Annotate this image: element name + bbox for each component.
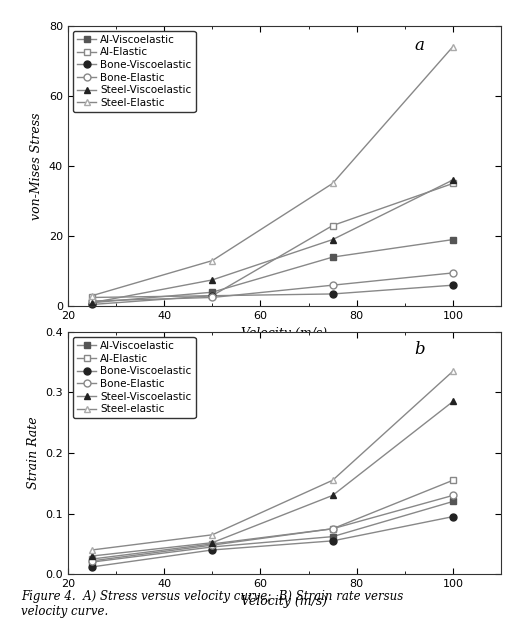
Line: Bone-Elastic: Bone-Elastic — [88, 492, 456, 565]
Line: Al-Elastic: Al-Elastic — [88, 180, 456, 301]
Al-Elastic — [329, 222, 336, 230]
Steel-Viscoelastic — [209, 539, 216, 547]
Steel-Elastic — [89, 292, 95, 300]
Steel-elastic — [329, 477, 336, 484]
Bone-Elastic — [450, 269, 456, 277]
Al-Viscoelastic — [209, 288, 216, 296]
Al-Elastic — [329, 525, 336, 533]
Steel-Elastic — [450, 43, 456, 50]
Al-Viscoelastic — [89, 558, 95, 566]
Al-Viscoelastic — [329, 533, 336, 540]
Line: Bone-Viscoelastic: Bone-Viscoelastic — [88, 282, 456, 308]
Al-Elastic — [209, 540, 216, 547]
Steel-Viscoelastic — [209, 276, 216, 284]
Steel-elastic — [89, 546, 95, 554]
Steel-Viscoelastic — [329, 236, 336, 244]
Bone-Elastic — [329, 525, 336, 533]
Line: Steel-elastic: Steel-elastic — [88, 367, 456, 553]
Bone-Viscoelastic — [89, 563, 95, 571]
Steel-Viscoelastic — [450, 176, 456, 184]
Steel-Elastic — [329, 180, 336, 188]
Text: Figure 4.  A) Stress versus velocity curve;  B) Strain rate versus
velocity curv: Figure 4. A) Stress versus velocity curv… — [21, 590, 403, 618]
Steel-Elastic — [209, 256, 216, 264]
Line: Al-Viscoelastic: Al-Viscoelastic — [88, 498, 456, 565]
Line: Steel-Elastic: Steel-Elastic — [88, 43, 456, 299]
Bone-Elastic — [89, 557, 95, 565]
Al-Viscoelastic — [450, 236, 456, 244]
Steel-Viscoelastic — [89, 552, 95, 560]
X-axis label: Velocity (m/s): Velocity (m/s) — [242, 327, 327, 339]
Text: b: b — [414, 341, 425, 359]
Bone-Viscoelastic — [209, 292, 216, 300]
Line: Al-Viscoelastic: Al-Viscoelastic — [88, 236, 456, 306]
Y-axis label: von-Mises Stress: von-Mises Stress — [30, 112, 43, 219]
Bone-Elastic — [209, 293, 216, 301]
Bone-Viscoelastic — [450, 281, 456, 289]
Steel-Viscoelastic — [89, 299, 95, 307]
Text: a: a — [414, 37, 424, 54]
Line: Bone-Viscoelastic: Bone-Viscoelastic — [88, 513, 456, 570]
Bone-Elastic — [329, 281, 336, 289]
X-axis label: Velocity (m/s): Velocity (m/s) — [242, 595, 327, 607]
Bone-Viscoelastic — [89, 300, 95, 308]
Al-Elastic — [450, 180, 456, 188]
Al-Viscoelastic — [89, 299, 95, 307]
Line: Al-Elastic: Al-Elastic — [88, 477, 456, 563]
Bone-Viscoelastic — [209, 546, 216, 554]
Legend: Al-Viscoelastic, Al-Elastic, Bone-Viscoelastic, Bone-Elastic, Steel-Viscoelastic: Al-Viscoelastic, Al-Elastic, Bone-Viscoe… — [73, 337, 196, 419]
Bone-Elastic — [450, 491, 456, 499]
Al-Elastic — [450, 477, 456, 484]
Y-axis label: Strain Rate: Strain Rate — [27, 417, 40, 489]
Bone-Viscoelastic — [329, 537, 336, 545]
Al-Viscoelastic — [329, 253, 336, 261]
Bone-Viscoelastic — [450, 513, 456, 521]
Al-Viscoelastic — [209, 543, 216, 551]
Bone-Elastic — [89, 297, 95, 305]
Steel-Viscoelastic — [450, 397, 456, 405]
Bone-Elastic — [209, 541, 216, 549]
Al-Elastic — [89, 555, 95, 563]
Steel-Viscoelastic — [329, 491, 336, 499]
Al-Viscoelastic — [450, 498, 456, 505]
Al-Elastic — [89, 293, 95, 301]
Legend: Al-Viscoelastic, Al-Elastic, Bone-Viscoelastic, Bone-Elastic, Steel-Viscoelastic: Al-Viscoelastic, Al-Elastic, Bone-Viscoe… — [73, 31, 196, 112]
Line: Steel-Viscoelastic: Steel-Viscoelastic — [88, 398, 456, 560]
Line: Steel-Viscoelastic: Steel-Viscoelastic — [88, 177, 456, 306]
Bone-Viscoelastic — [329, 290, 336, 298]
Steel-elastic — [209, 531, 216, 538]
Steel-elastic — [450, 367, 456, 375]
Al-Elastic — [209, 292, 216, 300]
Line: Bone-Elastic: Bone-Elastic — [88, 269, 456, 304]
